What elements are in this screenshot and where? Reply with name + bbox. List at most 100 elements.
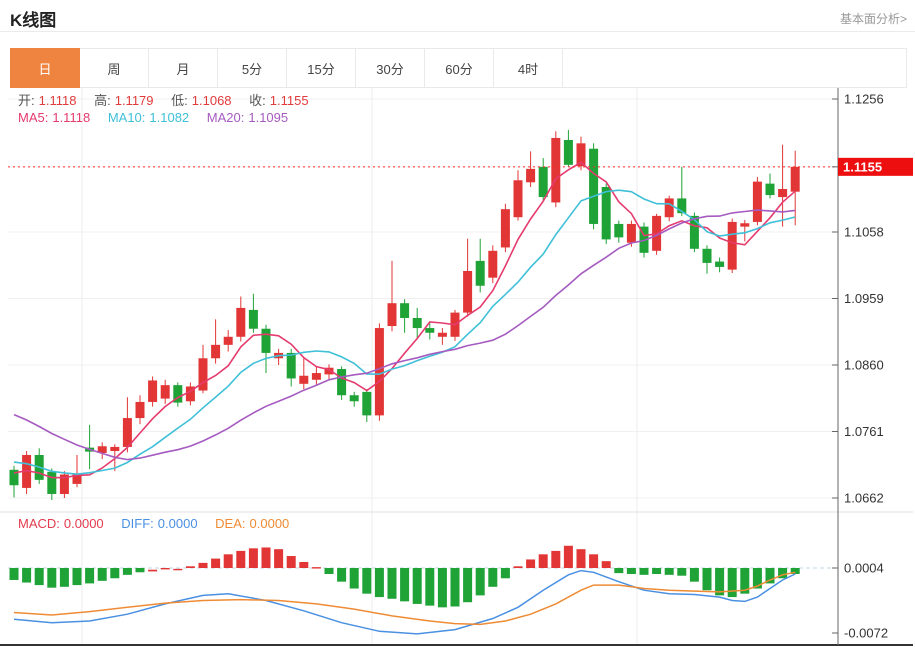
macd-bar [689,568,699,582]
candle-body [135,401,145,419]
ma5-label: MA5: [18,110,49,125]
macd-bar [589,554,599,568]
interval-tabbar: 日 周 月 5分 15分 30分 60分 4时 [10,48,907,88]
price-axis-label: 1.1256 [844,92,884,107]
price-axis-label: 1.1058 [844,225,884,240]
macd-bar [286,556,296,568]
candles [9,129,800,501]
candle-body [576,143,586,167]
macd-bar [563,545,573,568]
macd-bar [526,559,536,568]
tab-60min[interactable]: 60分 [424,48,494,88]
macd-bar [652,568,662,574]
macd-bar [236,550,246,568]
macd-legend: MACD: 0.0000 DIFF: 0.0000 DEA: 0.0000 [18,516,293,531]
candle-body [614,223,624,238]
candle-body [677,198,687,214]
macd-bar [677,568,687,576]
macd-bar [664,568,674,575]
candle-body [349,395,359,402]
macd-bar [702,568,712,591]
candle-body [463,270,473,313]
low-label: 低: [171,93,188,108]
ma20-label: MA20: [206,110,245,125]
macd-bar [173,568,183,571]
macd-bar [576,549,586,568]
candle-body [236,307,246,337]
candle-body [727,221,737,270]
macd-bar [9,568,19,580]
tab-30min[interactable]: 30分 [355,48,425,88]
macd-bar [614,568,624,574]
macd-bar [47,568,57,588]
candle-body [387,303,397,327]
macd-bar [387,568,397,599]
ma10-label: MA10: [107,110,146,125]
candle-body [362,391,372,416]
high-value: 1.1179 [114,93,154,108]
candle-body [488,250,498,278]
candle-body [185,386,195,402]
chart-grid [0,88,913,646]
macd-bar [22,568,32,583]
candle-body [475,260,485,286]
tab-4hour[interactable]: 4时 [493,48,563,88]
kline-chart[interactable]: 1.1256 1.1058 1.0959 1.0860 1.0761 1.0662 1.11… [0,88,915,648]
tabbar-filler [562,48,907,88]
price-axis-label: 1.0959 [844,291,884,306]
dea-line [13,571,796,626]
tab-15min[interactable]: 15分 [286,48,356,88]
tab-5min[interactable]: 5分 [217,48,287,88]
macd-bar [475,568,485,596]
macd-bar [425,568,435,606]
ohlc-legend: 开: 1.1118 高: 1.1179 低: 1.1068 收: 1.1155 [18,90,313,109]
macd-bar [110,568,120,579]
macd-bar [765,568,775,584]
candle-body [122,418,132,447]
candle-body [412,317,422,329]
candle-body [324,367,334,375]
macd-bar [412,568,422,604]
candle-body [299,375,309,384]
candle-body [752,181,762,222]
macd-bar [400,568,410,602]
candle-body [72,473,82,484]
macd-axis-label: -0.0072 [844,626,888,641]
macd-bar [72,568,82,586]
candle-body [715,261,725,267]
candle-body [790,166,800,192]
macd-bar [261,547,271,568]
tab-month[interactable]: 月 [148,48,218,88]
tab-day[interactable]: 日 [10,48,80,88]
tab-week[interactable]: 周 [79,48,149,88]
current-price-tag [838,157,913,176]
candle-body [589,148,599,224]
page-title: K线图 [10,11,57,30]
candle-body [198,358,208,391]
candle-body [765,183,775,196]
macd-bar [727,568,737,598]
candle-body [110,446,120,451]
candle-body [538,166,548,198]
macd-bar [437,568,447,608]
macd-bar [639,568,649,575]
macd-bar [211,558,221,568]
high-label: 高: [94,93,111,108]
candle-body [664,198,674,218]
macd-bar [185,566,195,568]
diff-value: 0.0000 [157,516,198,531]
fundamental-analysis-link[interactable]: 基本面分析> [839,12,907,26]
ma10-line [13,189,796,476]
price-axis-label: 1.0761 [844,424,884,439]
low-value: 1.1068 [191,93,232,108]
candle-body [740,223,750,227]
macd-bar [551,550,561,568]
ma20-value: 1.1095 [248,110,289,125]
candle-body [500,209,510,248]
macd-bar [160,568,170,570]
close-value: 1.1155 [269,93,309,108]
macd-bar [198,562,208,568]
macd-bar [324,568,334,574]
candle-body [778,189,788,198]
ma5-line [13,161,796,479]
